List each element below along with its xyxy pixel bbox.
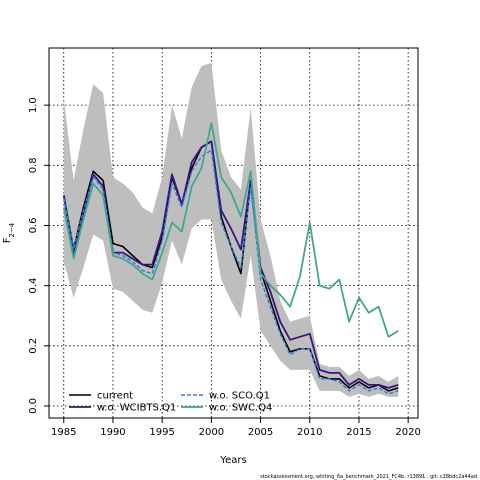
y-axis-title-subscript: 2−4: [8, 222, 16, 237]
x-tick-label: 2010: [297, 427, 322, 438]
x-axis: 1985 1990 1995 2000 2005 2010 2015 2020: [51, 418, 421, 438]
plot-frame: [48, 47, 419, 419]
x-tick-label: 2020: [395, 427, 420, 438]
x-tick-label: 1985: [51, 427, 76, 438]
y-tick-label: 1.0: [28, 97, 39, 113]
series-lines: [62, 122, 399, 395]
legend-label: current: [97, 391, 133, 402]
y-tick-label: 0.0: [28, 398, 39, 414]
legend-label: w.o. SCO.Q1: [209, 391, 270, 402]
y-axis-title-main: F: [2, 237, 13, 243]
x-tick-label: 1990: [100, 427, 125, 438]
x-tick-label: 2005: [248, 427, 273, 438]
series-line: [62, 122, 399, 338]
series-line: [63, 149, 399, 395]
y-axis: 0.0 0.2 0.4 0.6 0.8 1.0: [28, 97, 49, 414]
y-tick-label: 0.8: [28, 157, 39, 173]
legend-label: w.o. SWC.Q4: [209, 403, 272, 414]
y-tick-label: 0.6: [28, 218, 39, 234]
x-tick-label: 1995: [149, 427, 174, 438]
x-tick-label: 2000: [199, 427, 224, 438]
x-axis-title: Years: [219, 455, 246, 466]
legend-label: w.o. WCIBTS.Q1: [97, 403, 176, 414]
y-tick-label: 0.2: [28, 338, 39, 354]
series-line: [62, 140, 399, 389]
footer-credit: stockassessment.org, whiting_6a_benchmar…: [260, 474, 477, 480]
y-tick-label: 0.4: [28, 278, 39, 294]
x-tick-label: 2015: [346, 427, 371, 438]
y-axis-title: F2−4: [2, 222, 16, 243]
